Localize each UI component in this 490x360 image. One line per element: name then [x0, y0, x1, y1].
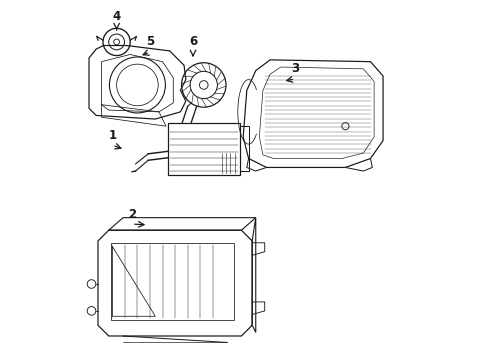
Text: 5: 5	[146, 35, 154, 49]
Text: 4: 4	[113, 10, 121, 23]
Bar	[111, 243, 234, 320]
Text: 1: 1	[108, 129, 117, 142]
Bar	[240, 126, 248, 171]
Text: 3: 3	[291, 62, 299, 75]
Bar	[168, 123, 240, 175]
Text: 2: 2	[128, 208, 136, 221]
Text: 6: 6	[189, 35, 197, 49]
